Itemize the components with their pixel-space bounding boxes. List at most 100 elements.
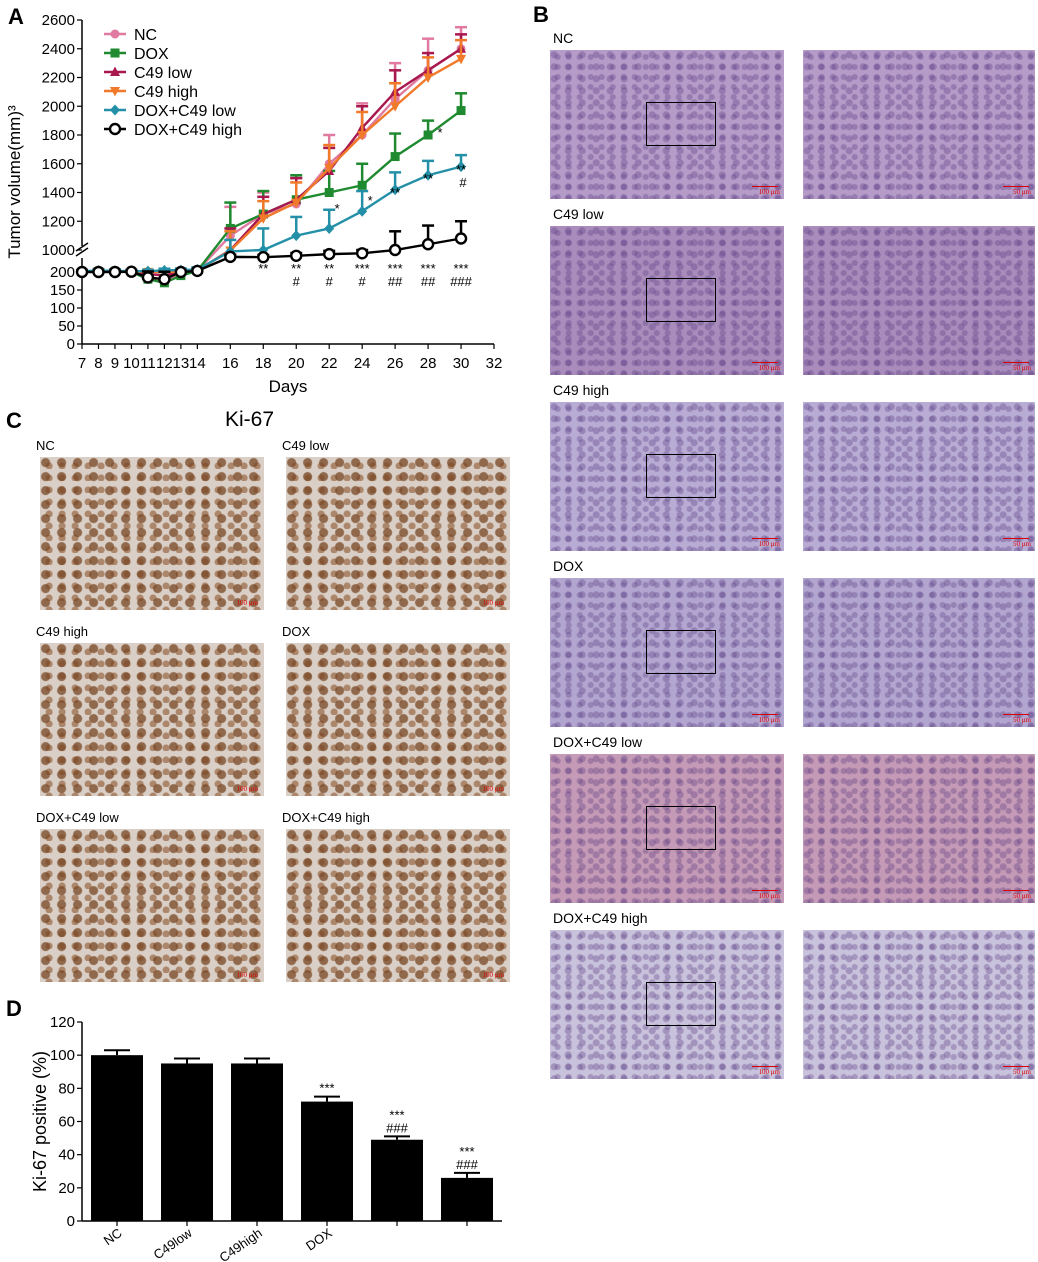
ki67-micrograph: 100 μm <box>286 457 510 610</box>
axis-break-mark <box>75 247 89 257</box>
he-row-label: C49 low <box>553 206 604 222</box>
series-dox-c49-high <box>75 220 468 286</box>
scale-bar <box>752 1066 778 1067</box>
data-point <box>390 102 401 112</box>
scale-bar-label: 100 μm <box>482 785 504 793</box>
x-tick-label: NC <box>101 1225 125 1248</box>
ki67-micrograph: 100 μm <box>40 457 264 610</box>
data-point <box>324 222 335 234</box>
significance-label: *** <box>453 261 468 276</box>
data-point <box>191 264 204 278</box>
scale-bar-label: 100 μm <box>758 892 780 900</box>
x-tick-label: 16 <box>222 355 239 372</box>
he-row-label: NC <box>553 30 574 46</box>
he-micrograph-right: 50 μm <box>803 402 1035 551</box>
x-tick-label: 28 <box>420 355 437 372</box>
scale-bar <box>1003 714 1029 715</box>
data-point <box>388 243 402 257</box>
data-point <box>323 247 336 261</box>
y-tick-label: 100 <box>50 300 75 317</box>
significance-label: # <box>359 274 367 289</box>
bar <box>371 1139 423 1221</box>
he-micrograph-right: 50 μm <box>803 578 1035 727</box>
data-point <box>290 249 303 262</box>
scale-bar-label: 100 μm <box>482 599 504 607</box>
y-tick-label: 50 <box>58 318 75 335</box>
legend-marker <box>108 122 122 136</box>
scale-bar-label: 50 μm <box>1013 1068 1031 1076</box>
legend-marker <box>110 29 120 39</box>
scale-bar <box>1003 890 1029 891</box>
y-tick-label: 2000 <box>42 98 75 115</box>
y-tick-label: 1200 <box>42 213 75 230</box>
y-tick-label: 80 <box>58 1080 75 1097</box>
data-point <box>291 230 302 242</box>
significance-label: ** <box>390 185 400 200</box>
legend-marker <box>110 87 120 97</box>
data-point <box>92 265 105 279</box>
y-tick-label: 1000 <box>42 242 75 259</box>
data-point <box>423 169 434 181</box>
data-point <box>357 180 367 190</box>
significance-label: ## <box>388 274 403 289</box>
scale-bar <box>1003 538 1029 539</box>
he-row-label: DOX+C49 low <box>553 734 643 750</box>
data-point <box>224 250 237 264</box>
significance-label: ** <box>291 261 301 276</box>
data-point <box>159 264 170 276</box>
scale-bar-label: 50 μm <box>1013 716 1031 724</box>
x-tick-label: 7 <box>78 355 86 372</box>
data-point <box>75 265 89 279</box>
he-micrograph-right: 50 μm <box>803 930 1035 1079</box>
ki67-title: Ki-67 <box>225 408 275 431</box>
panel-letter-a: A <box>8 4 24 29</box>
x-tick-label: 22 <box>321 355 338 372</box>
he-micrograph-left: 100 μm <box>550 930 784 1079</box>
ki67-image-label: DOX <box>282 624 311 639</box>
zoom-region-box <box>646 630 716 674</box>
he-micrograph-left: 100 μm <box>550 50 784 199</box>
x-tick-label: 20 <box>288 355 305 372</box>
scale-bar <box>752 714 778 715</box>
significance-label: ** <box>258 261 268 276</box>
data-point <box>423 73 434 83</box>
y-tick-label: 200 <box>50 264 75 281</box>
scale-bar-label: 100 μm <box>758 716 780 724</box>
he-row-label: DOX <box>553 558 584 574</box>
scale-bar-label: 50 μm <box>1013 540 1031 548</box>
legend-label: C49 high <box>134 84 198 101</box>
panel-letter-c: C <box>6 408 22 433</box>
data-point <box>357 205 368 217</box>
x-tick-label: 14 <box>189 355 206 372</box>
y-tick-label: 2600 <box>42 12 75 29</box>
x-tick-label: 12 <box>156 355 173 372</box>
zoom-region-box <box>646 278 716 322</box>
data-point <box>423 130 433 140</box>
scale-bar-label: 100 μm <box>482 971 504 979</box>
significance-label: ** <box>324 261 334 276</box>
x-tick-label: 30 <box>453 355 470 372</box>
x-tick-label: 26 <box>387 355 404 372</box>
data-point <box>357 131 368 141</box>
x-tick-label: 18 <box>255 355 272 372</box>
bar <box>161 1063 213 1221</box>
he-stain-panel: NC 100 μm 50 μm C49 low 100 μm 50 μm C49 high 1… <box>545 25 1035 1079</box>
zoom-region-box <box>646 806 716 850</box>
data-point <box>291 198 302 209</box>
y-tick-label: 0 <box>67 336 75 353</box>
significance-label: * <box>368 193 373 208</box>
scale-bar-label: 100 μm <box>758 1068 780 1076</box>
x-tick-label: 9 <box>111 355 119 372</box>
scale-bar <box>1003 362 1029 363</box>
data-point <box>390 152 400 162</box>
series-line <box>81 47 462 277</box>
y-tick-label: 60 <box>58 1114 75 1131</box>
ki67-panel: NC 100 μm C49 low 100 μm C49 high 100 μm DOX 10… <box>30 436 520 991</box>
ki67-micrograph: 100 μm <box>40 643 264 796</box>
scale-bar-label: 50 μm <box>1013 892 1031 900</box>
significance-label: *** <box>355 261 370 276</box>
scale-bar-label: 100 μm <box>236 971 258 979</box>
ki67-image-label: DOX+C49 high <box>282 810 370 825</box>
data-point <box>456 161 467 173</box>
